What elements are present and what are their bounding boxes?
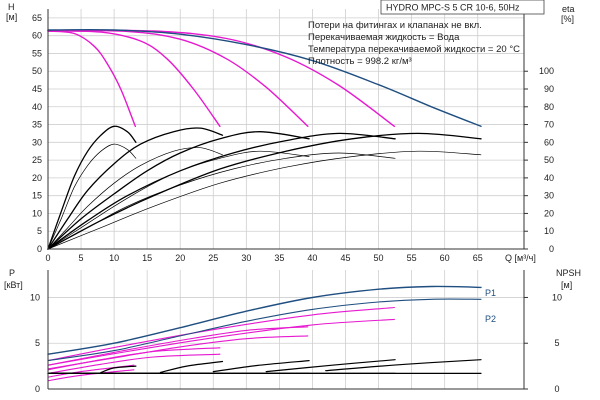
top-right-axis-unit: [%] [561,14,574,24]
top-left-tick-label: 20 [32,173,42,183]
x-tick-label: 20 [175,253,185,263]
eta-curve [47,143,137,250]
npsh-curve [325,359,482,372]
eta-curve [47,131,310,250]
top-right-tick-label: 100 [539,66,554,76]
chart-title: HYDRO MPC-S 5 CR 10-6, 50Hz [386,3,520,13]
top-left-tick-label: 10 [32,208,42,218]
top-right-tick-label: 30 [544,191,554,201]
top-right-tick-label: 20 [544,208,554,218]
axes: 0510152025303540455055606501020304050607… [30,9,562,394]
power-curve [47,326,309,366]
x-tick-label: 35 [274,253,284,263]
top-right-tick-label: 40 [544,173,554,183]
head-curve [47,30,136,127]
power-p2-curve [47,298,482,362]
bottom-left-tick-label: 0 [35,384,40,394]
x-tick-label: 25 [208,253,218,263]
top-left-tick-label: 65 [32,13,42,23]
note-liquid: Перекачиваемая жидкость = Вода [308,32,460,43]
top-left-tick-label: 25 [32,155,42,165]
top-right-tick-label: 0 [549,244,554,254]
top-right-tick-label: 50 [544,155,554,165]
eta-curve [47,132,396,250]
head-curve [47,30,221,127]
eta-curve [47,127,224,250]
top-left-tick-label: 40 [32,102,42,112]
title-box [380,0,545,15]
bottom-left-tick-label: 10 [30,292,40,302]
top-grid [47,9,524,250]
npsh-curve [212,360,310,373]
x-tick-label: 40 [307,253,317,263]
top-left-tick-label: 60 [32,31,42,41]
bottom-right-axis-title: NPSH [556,268,581,278]
bottom-left-axis-title: P [9,268,15,278]
top-left-tick-label: 5 [37,226,42,236]
bottom-right-tick-label: 5 [554,338,559,348]
x-tick-label: 10 [109,253,119,263]
power-curve [47,306,395,362]
bottom-left-axis-unit: [кВт] [4,280,23,290]
top-right-tick-label: 60 [544,137,554,147]
top-right-tick-label: 90 [544,84,554,94]
top-left-tick-label: 30 [32,137,42,147]
top-left-tick-label: 35 [32,120,42,130]
eta-curve [47,152,396,250]
power-curve [47,369,135,382]
x-axis-label: Q [м³/ч] [505,253,536,263]
power-curve [47,353,221,374]
top-left-tick-label: 55 [32,48,42,58]
bottom-curves [47,285,482,382]
top-left-axis-unit: [м] [6,12,17,22]
top-left-tick-label: 50 [32,66,42,76]
note-density: Плотность = 998.2 кг/м³ [308,56,412,67]
x-tick-label: 65 [473,253,483,263]
x-tick-label: 0 [45,253,50,263]
bottom-right-axis-unit: [м] [561,280,572,290]
eta-curve [47,132,482,250]
top-left-axis-title: H [8,2,15,12]
head-curve [47,29,309,127]
top-right-tick-label: 10 [544,226,554,236]
eta-curve [47,147,223,250]
x-tick-label: 50 [374,253,384,263]
npsh-curve [265,359,396,373]
npsh-curve [159,360,224,374]
power-curve [47,335,309,370]
note-temperature: Температура перекачиваемой жидкости = 20… [308,44,520,55]
x-tick-label: 30 [241,253,251,263]
p1-label: P1 [485,288,496,298]
x-tick-label: 60 [440,253,450,263]
top-left-tick-label: 0 [37,244,42,254]
bottom-left-tick-label: 5 [35,338,40,348]
top-curves [47,28,482,250]
head-max-curve [47,28,482,127]
bottom-right-tick-label: 10 [552,292,562,302]
p2-label: P2 [485,314,496,324]
x-tick-label: 15 [142,253,152,263]
power-curve [47,318,395,366]
power-p1-curve [47,285,482,355]
top-left-tick-label: 45 [32,84,42,94]
top-right-tick-label: 80 [544,102,554,112]
eta-curve [47,125,137,250]
note-fittings: Потери на фитингах и клапанах не вкл. [308,20,482,31]
eta-curve [47,150,482,250]
top-right-axis-title: eta [562,4,575,14]
top-left-tick-label: 15 [32,191,42,201]
x-tick-label: 55 [407,253,417,263]
x-tick-label: 5 [79,253,84,263]
npsh-curve [100,365,137,374]
top-right-tick-label: 70 [544,120,554,130]
bottom-right-tick-label: 0 [554,384,559,394]
x-tick-label: 45 [340,253,350,263]
